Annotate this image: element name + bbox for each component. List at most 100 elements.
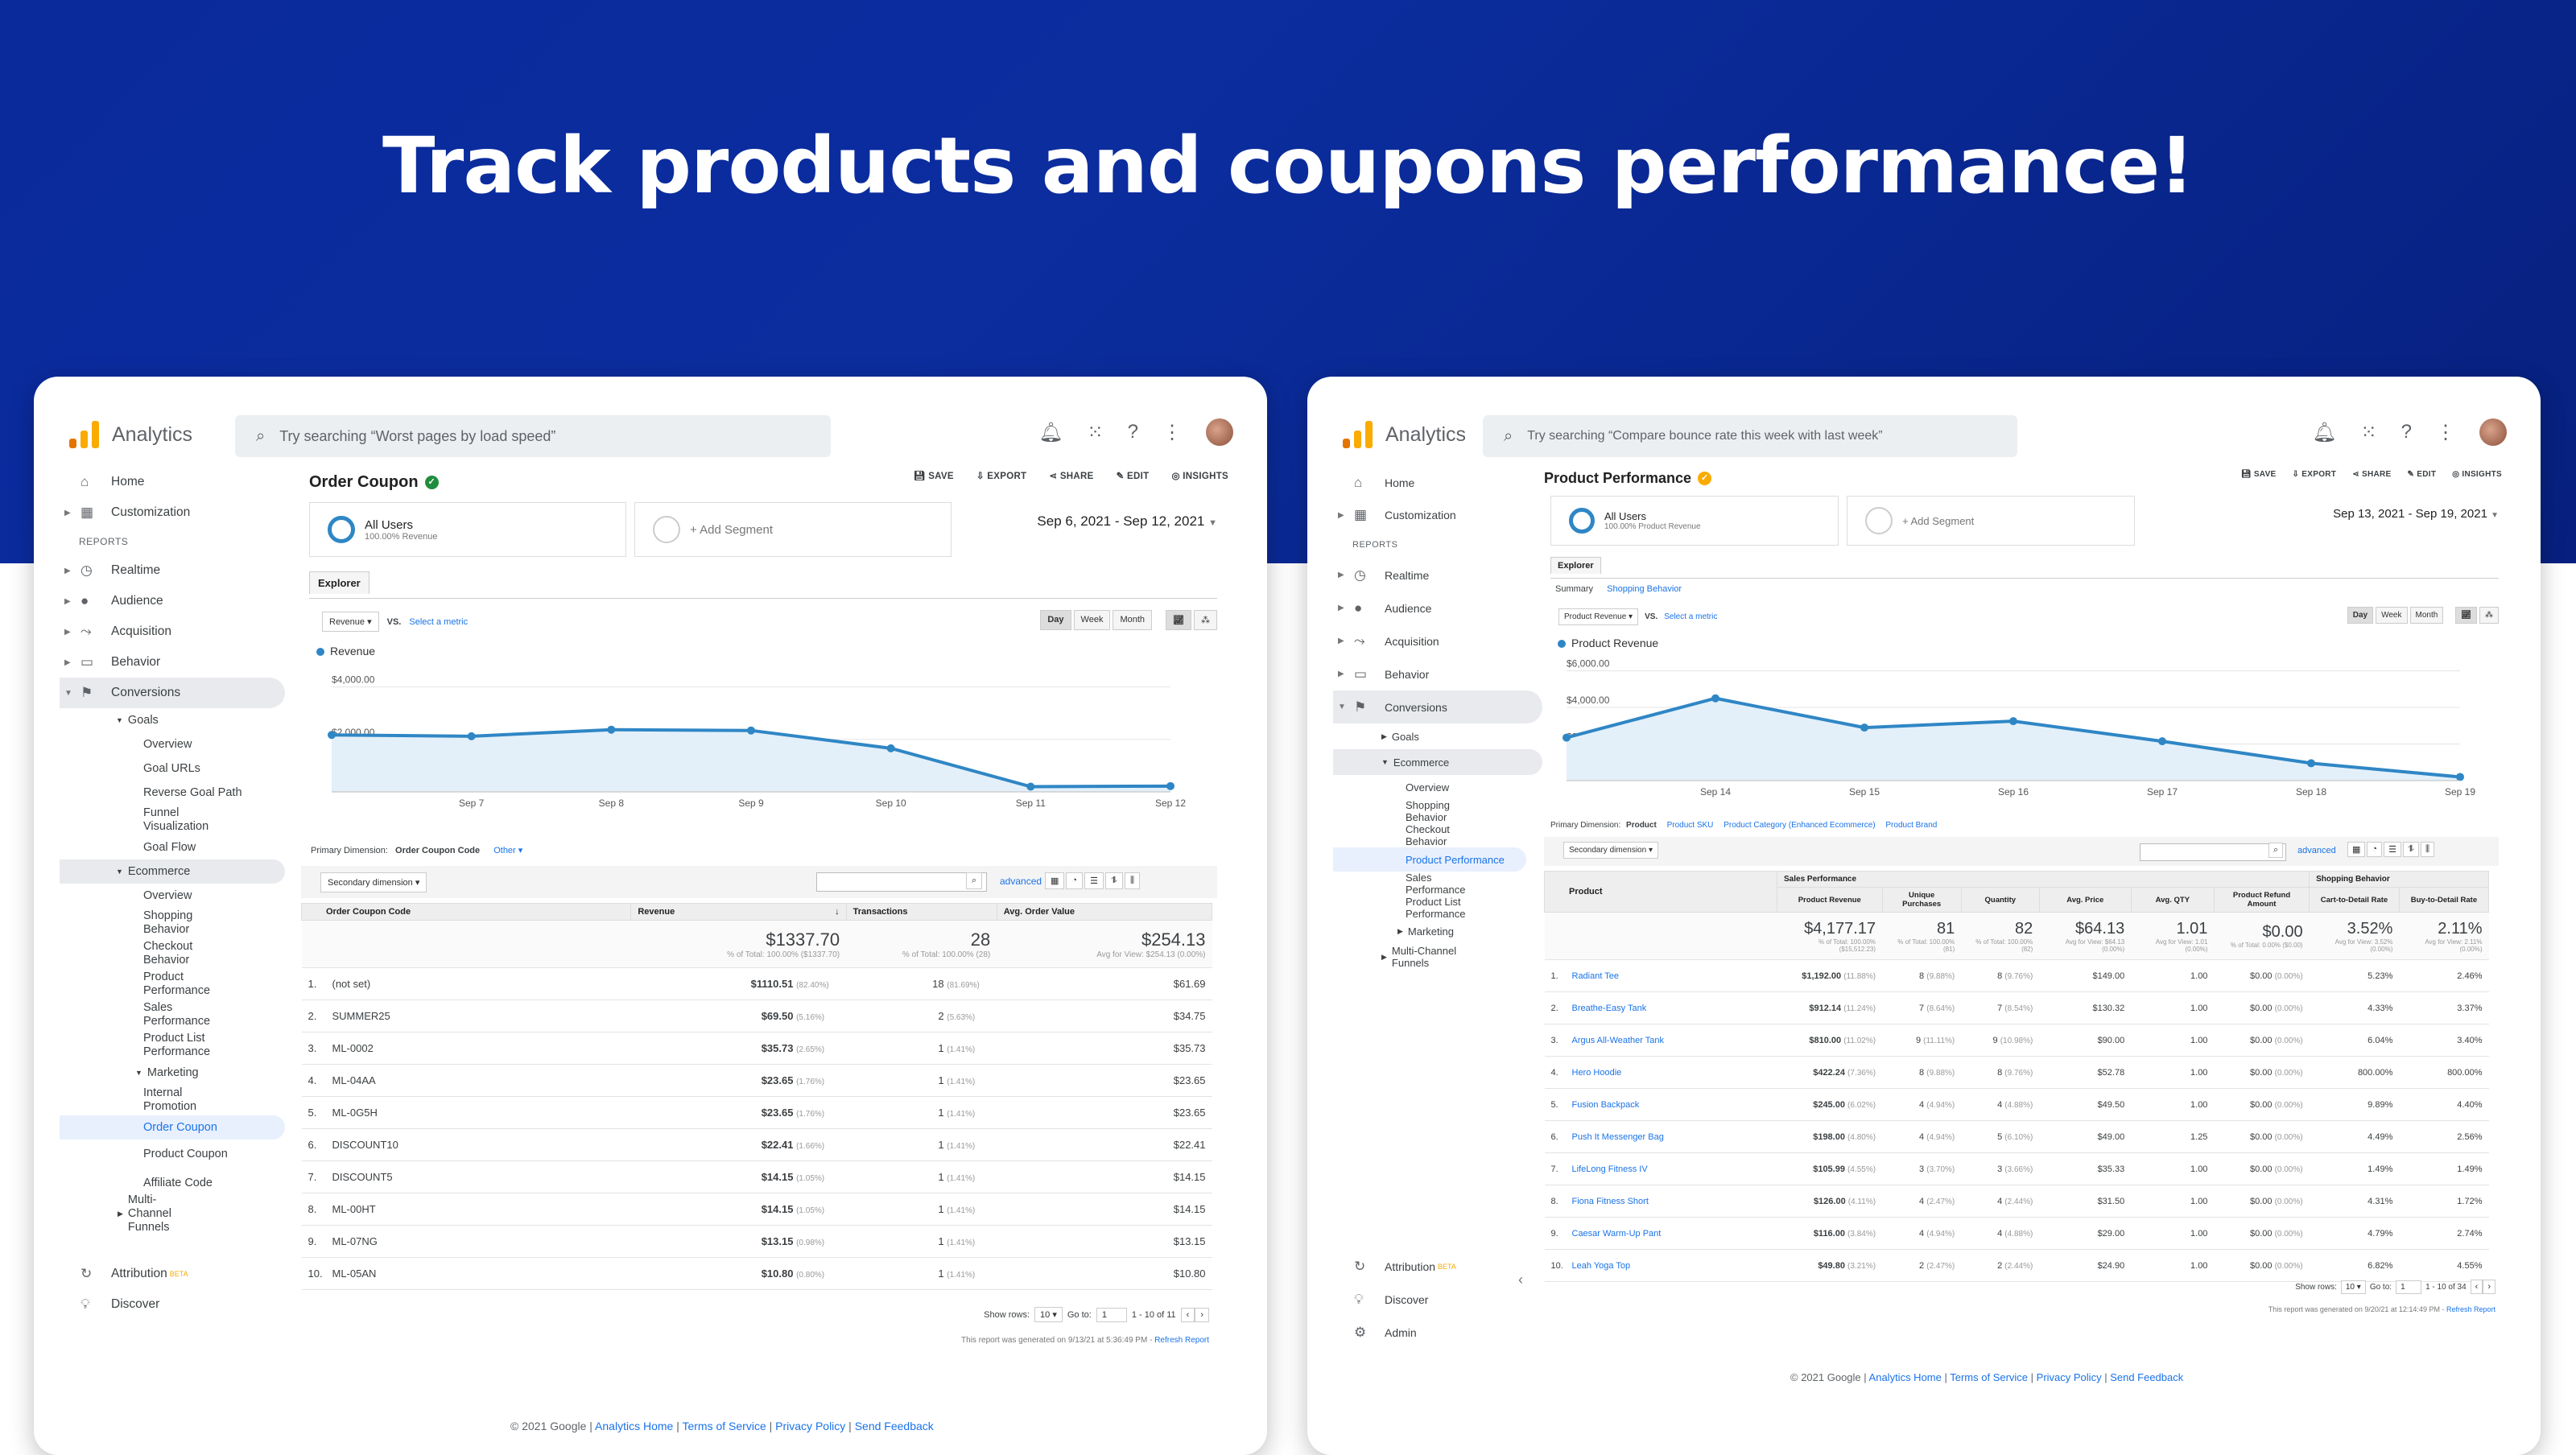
table-row[interactable]: 7. LifeLong Fitness IV $105.99 (4.55%) 3 (3… [1544, 1152, 2489, 1185]
table-row[interactable]: 6. DISCOUNT10 $22.41 (1.66%) 1 (1.41%) $22.4… [301, 1128, 1212, 1161]
sidebar-group-multichannel[interactable]: ▶ Multi-Channel Funnels [60, 1193, 198, 1234]
sidebar-sub-product-performance[interactable]: Product Performance [143, 971, 211, 997]
bar-view-icon[interactable]: ☰ [2384, 842, 2401, 857]
row-product-cell[interactable]: 7. LifeLong Fitness IV [1544, 1152, 1777, 1185]
sidebar-item-acquisition[interactable]: ▶ ⤳ Acquisition [64, 624, 171, 639]
table-view-icon[interactable]: ▦ [1045, 872, 1065, 889]
row-product-cell[interactable]: 6. Push It Messenger Bag [1544, 1120, 1777, 1153]
secondary-dimension-select[interactable]: Secondary dimension ▾ [1563, 842, 1658, 859]
row-code-cell[interactable]: 7. DISCOUNT5 [301, 1160, 631, 1193]
rows-per-page-select[interactable]: 10 ▾ [1034, 1307, 1063, 1322]
next-page-button[interactable]: › [2483, 1280, 2496, 1294]
data-point[interactable] [1563, 733, 1571, 742]
row-code-cell[interactable]: 2. SUMMER25 [301, 1000, 631, 1033]
data-point[interactable] [328, 731, 336, 740]
coupon-code[interactable]: DISCOUNT5 [332, 1171, 393, 1183]
sidebar-item-conversions[interactable]: ▼ ⚑ Conversions [60, 678, 285, 708]
footer-privacy-link[interactable]: Privacy Policy [775, 1420, 846, 1432]
sidebar-sub-product-coupon[interactable]: Product Coupon [143, 1147, 228, 1160]
sidebar-item-audience[interactable]: ▶ ● Audience [1338, 600, 1432, 616]
sidebar-item-attribution[interactable]: ↻ Attribution BETA [1333, 1250, 1542, 1283]
coupon-code[interactable]: (not set) [332, 978, 371, 990]
sidebar-item-discover[interactable]: 💡︎ Discover [1333, 1283, 1542, 1316]
pie-view-icon[interactable]: ◔ [2367, 842, 2383, 857]
goto-input[interactable]: 1 [1096, 1307, 1127, 1322]
pivot-view-icon[interactable]: ⫼ [1124, 872, 1140, 889]
select-metric-link[interactable]: Select a metric [1664, 612, 1718, 621]
sidebar-group-ecommerce[interactable]: ▼ Ecommerce [60, 859, 285, 884]
collapse-sidebar-icon[interactable]: ‹ [1518, 1272, 1523, 1288]
sidebar-sub-ecom-overview[interactable]: Overview [143, 888, 192, 902]
sidebar-sub-goal-urls[interactable]: Goal URLs [143, 761, 200, 775]
refresh-report-link[interactable]: Refresh Report [2446, 1305, 2496, 1313]
table-row[interactable]: 2. SUMMER25 $69.50 (5.16%) 2 (5.63%) $34.75 [301, 1000, 1212, 1033]
rows-per-page-select[interactable]: 10 ▾ [2340, 1280, 2366, 1294]
data-point[interactable] [1026, 782, 1035, 791]
table-row[interactable]: 7. DISCOUNT5 $14.15 (1.05%) 1 (1.41%) $14.15 [301, 1160, 1212, 1193]
row-code-cell[interactable]: 9. ML-07NG [301, 1225, 631, 1258]
col-aov[interactable]: Avg. Order Value [996, 903, 1213, 921]
product-name[interactable]: Breathe-Easy Tank [1571, 1003, 1647, 1013]
sidebar-item-admin[interactable]: ⚙ Admin [1333, 1316, 1542, 1349]
sidebar-item-realtime[interactable]: ▶ ◷ Realtime [1338, 567, 1430, 583]
row-product-cell[interactable]: 5. Fusion Backpack [1544, 1088, 1777, 1121]
day-button[interactable]: Day [2347, 607, 2374, 624]
segment-all-users[interactable]: All Users 100.00% Product Revenue [1550, 496, 1839, 546]
data-point[interactable] [886, 744, 895, 752]
sidebar-sub-product-performance[interactable]: Product Performance [1333, 847, 1526, 872]
week-button[interactable]: Week [1073, 610, 1111, 630]
col-8[interactable]: Buy-to-Detail Rate [2398, 887, 2490, 913]
table-row[interactable]: 4. ML-04AA $23.65 (1.76%) 1 (1.41%) $23.65 [301, 1064, 1212, 1097]
date-range-picker[interactable]: Sep 6, 2021 - Sep 12, 2021 ▼ [1037, 513, 1217, 529]
more-vert-icon[interactable]: ⋮ [1162, 421, 1182, 443]
table-search-icon[interactable]: ⌕ [2268, 843, 2284, 858]
row-code-cell[interactable]: 6. DISCOUNT10 [301, 1128, 631, 1161]
data-point[interactable] [2158, 737, 2166, 746]
goto-input[interactable]: 1 [2396, 1280, 2422, 1294]
table-filter-input[interactable] [816, 872, 987, 892]
sidebar-sub-goal-flow[interactable]: Goal Flow [143, 840, 196, 854]
data-point[interactable] [2456, 773, 2464, 781]
apps-grid-icon[interactable]: ⁙ [1087, 421, 1104, 443]
sidebar-sub-goal-overview[interactable]: Overview [143, 737, 192, 751]
line-chart-icon[interactable]: 📈︎ [1166, 610, 1191, 630]
col-2[interactable]: Unique Purchases [1881, 887, 1962, 913]
row-code-cell[interactable]: 1. (not set) [301, 967, 631, 1000]
table-row[interactable]: 8. ML-00HT $14.15 (1.05%) 1 (1.41%) $14.15 [301, 1193, 1212, 1226]
row-product-cell[interactable]: 3. Argus All-Weather Tank [1544, 1024, 1777, 1057]
primary-dim-brand[interactable]: Product Brand [1885, 821, 1938, 830]
bar-view-icon[interactable]: ☰ [1084, 872, 1104, 889]
table-row[interactable]: 9. Caesar Warm-Up Pant $116.00 (3.84%) 4 (4… [1544, 1217, 2489, 1250]
coupon-code[interactable]: DISCOUNT10 [332, 1139, 398, 1151]
sidebar-item-realtime[interactable]: ▶ ◷ Realtime [64, 563, 161, 578]
sidebar-sub-funnel-visualization[interactable]: Funnel Visualization [143, 806, 209, 833]
save-button[interactable]: 💾︎ SAVE [2240, 470, 2277, 479]
bell-icon[interactable]: 🔔︎ [2312, 421, 2337, 443]
sidebar-sub-reverse-goal-path[interactable]: Reverse Goal Path [143, 785, 242, 799]
data-point[interactable] [2009, 717, 2017, 726]
coupon-code[interactable]: ML-04AA [332, 1074, 376, 1086]
search-input[interactable]: ⌕ Try searching “Worst pages by load spe… [235, 415, 831, 457]
sidebar-group-marketing[interactable]: ▶ Marketing [1397, 925, 1454, 938]
product-name[interactable]: Leah Yoga Top [1571, 1260, 1631, 1271]
export-button[interactable]: ⇩ EXPORT [976, 472, 1027, 481]
sidebar-item-audience[interactable]: ▶ ● Audience [64, 593, 163, 608]
sidebar-group-multichannel[interactable]: ▶ Multi-Channel Funnels [1333, 942, 1462, 971]
col-transactions[interactable]: Transactions [845, 903, 997, 921]
edit-button[interactable]: ✎ EDIT [2407, 470, 2437, 479]
compare-view-icon[interactable]: ⥮ [1104, 872, 1123, 889]
table-row[interactable]: 5. ML-0G5H $23.65 (1.76%) 1 (1.41%) $23.65 [301, 1096, 1212, 1129]
week-button[interactable]: Week [2376, 607, 2408, 624]
col-6[interactable]: Product Refund Amount [2213, 887, 2310, 913]
product-name[interactable]: LifeLong Fitness IV [1571, 1164, 1648, 1174]
table-row[interactable]: 10. ML-05AN $10.80 (0.80%) 1 (1.41%) $10.80 [301, 1257, 1212, 1290]
sidebar-item-customization[interactable]: ▶ ▦ Customization [60, 497, 285, 528]
table-filter-input[interactable] [2140, 843, 2286, 861]
sidebar-sub-affiliate-code[interactable]: Affiliate Code [143, 1176, 213, 1189]
sidebar-item-behavior[interactable]: ▶ ▭ Behavior [1338, 666, 1430, 682]
export-button[interactable]: ⇩ EXPORT [2292, 470, 2337, 479]
table-row[interactable]: 6. Push It Messenger Bag $198.00 (4.80%) 4 … [1544, 1120, 2489, 1153]
table-row[interactable]: 8. Fiona Fitness Short $126.00 (4.11%) 4 (2… [1544, 1185, 2489, 1218]
col-5[interactable]: Avg. QTY [2130, 887, 2215, 913]
col-revenue[interactable]: Revenue ↓ [630, 903, 847, 921]
